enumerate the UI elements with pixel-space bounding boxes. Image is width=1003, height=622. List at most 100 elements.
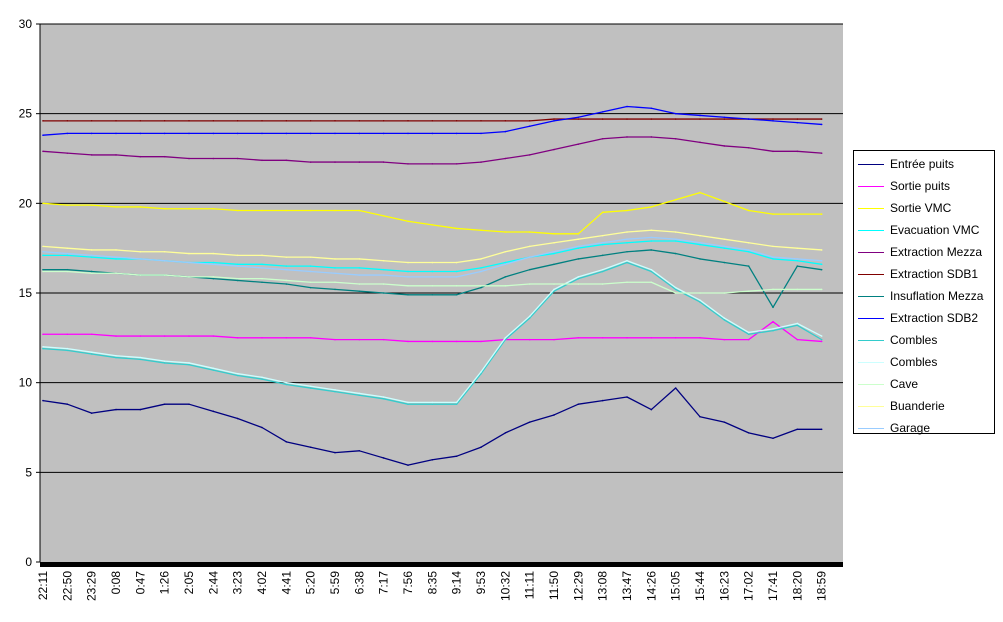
data-point [212, 157, 215, 160]
data-point [747, 331, 750, 334]
data-point [601, 337, 604, 339]
data-point [358, 283, 361, 285]
legend-swatch [858, 185, 884, 187]
data-point [139, 250, 142, 253]
data-point [334, 267, 336, 269]
data-point [261, 159, 263, 162]
data-point [747, 265, 750, 267]
data-point [212, 335, 215, 337]
data-point [553, 252, 555, 255]
data-point [188, 132, 190, 135]
data-point [528, 338, 531, 341]
data-point [431, 403, 434, 405]
data-point [504, 120, 507, 122]
data-point [626, 105, 628, 108]
data-point [285, 159, 288, 162]
data-point [723, 421, 726, 423]
x-tick-label: 22:50 [60, 571, 74, 601]
data-point [163, 155, 166, 158]
series-12 [42, 236, 823, 278]
series-5 [42, 118, 823, 122]
data-point [699, 292, 701, 294]
data-point [407, 120, 409, 122]
data-point [455, 340, 458, 343]
data-point [139, 120, 142, 122]
data-point [796, 428, 799, 431]
data-point [334, 258, 336, 260]
data-point [358, 161, 361, 163]
data-point [90, 204, 93, 206]
data-point [66, 247, 69, 249]
data-point [699, 337, 701, 339]
legend-label: Evacuation VMC [890, 223, 980, 237]
data-point [650, 136, 653, 138]
data-point [66, 252, 69, 255]
data-point [309, 387, 312, 389]
x-tick-label: 7:17 [377, 571, 391, 595]
data-point [261, 281, 263, 284]
x-tick-label: 11:50 [547, 571, 561, 600]
data-point [188, 120, 190, 122]
data-point [820, 123, 823, 126]
legend-item: Evacuation VMC [854, 219, 994, 241]
data-point [139, 408, 142, 411]
data-point [66, 152, 69, 154]
data-point [455, 132, 458, 135]
data-point [723, 118, 726, 120]
data-point [66, 270, 69, 273]
data-point [261, 132, 263, 135]
data-point [407, 132, 409, 135]
data-point [90, 254, 93, 257]
data-point [455, 270, 458, 273]
data-point [212, 132, 215, 135]
x-tick-label: 0:47 [133, 571, 147, 595]
data-point [261, 267, 263, 269]
data-point [431, 458, 434, 461]
data-point [334, 161, 336, 163]
data-point [601, 137, 604, 140]
data-point [577, 337, 580, 339]
data-point [577, 403, 580, 405]
data-point [455, 120, 458, 122]
data-point [212, 369, 215, 371]
data-point [480, 258, 482, 260]
data-point [212, 120, 215, 122]
data-point [553, 148, 555, 151]
data-point [650, 229, 653, 232]
data-point [42, 347, 44, 350]
data-point [236, 372, 239, 375]
data-point [601, 254, 604, 257]
data-point [772, 288, 774, 291]
data-point [334, 120, 336, 122]
data-point [236, 120, 239, 122]
data-point [334, 272, 336, 275]
data-point [382, 457, 385, 459]
data-point [115, 120, 117, 122]
data-point [66, 204, 69, 206]
legend-swatch [858, 207, 884, 209]
data-point [334, 209, 336, 212]
series-2 [42, 191, 823, 235]
data-point [650, 281, 653, 284]
legend-item: Garage [854, 417, 994, 439]
data-point [772, 256, 774, 258]
x-tick-label: 6:38 [352, 571, 366, 595]
data-point [772, 150, 774, 153]
data-point [66, 132, 69, 135]
data-point [236, 277, 239, 280]
data-point [309, 132, 312, 135]
data-point [504, 261, 507, 264]
data-point [699, 415, 701, 418]
data-point [650, 249, 653, 251]
data-point [261, 277, 263, 280]
data-point [42, 346, 44, 348]
x-tick-label: 3:23 [231, 571, 245, 595]
data-point [139, 335, 142, 337]
data-point [674, 286, 677, 289]
data-point [431, 401, 434, 404]
data-point [261, 120, 263, 122]
data-point [601, 241, 604, 244]
data-point [601, 283, 604, 285]
data-point [504, 157, 507, 160]
